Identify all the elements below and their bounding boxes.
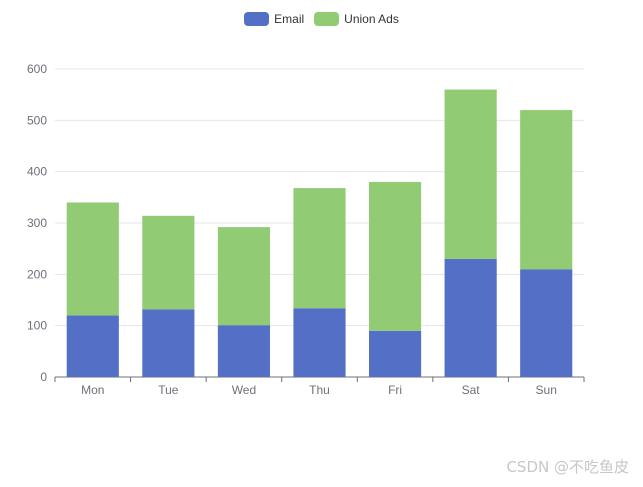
legend-label-union-ads: Union Ads xyxy=(344,12,399,26)
bar-email-tue xyxy=(142,309,195,377)
bar-email-fri xyxy=(368,330,422,377)
x-tick-label-mon: Mon xyxy=(81,383,104,397)
y-tick-label-300: 300 xyxy=(27,216,47,230)
watermark: CSDN @不吃鱼皮 xyxy=(506,458,629,476)
bar-union-ads-sun xyxy=(520,110,573,270)
bar-union-ads-thu xyxy=(293,188,346,309)
bar-email-wed xyxy=(217,325,271,377)
y-tick-label-400: 400 xyxy=(27,165,47,179)
x-tick-label-sun: Sun xyxy=(536,383,557,397)
bar-union-ads-sat xyxy=(444,89,497,259)
y-tick-label-100: 100 xyxy=(27,319,47,333)
x-tick-label-fri: Fri xyxy=(388,383,402,397)
bar-union-ads-tue xyxy=(142,215,195,310)
x-tick-label-thu: Thu xyxy=(309,383,330,397)
x-tick-label-wed: Wed xyxy=(232,383,256,397)
x-tick-label-tue: Tue xyxy=(158,383,179,397)
bar-email-sun xyxy=(520,269,573,377)
y-tick-label-200: 200 xyxy=(27,267,47,281)
y-tick-label-500: 500 xyxy=(27,113,47,127)
y-tick-label-0: 0 xyxy=(40,370,47,384)
bar-email-sat xyxy=(444,258,497,377)
bar-email-thu xyxy=(293,308,346,377)
x-tick-label-sat: Sat xyxy=(462,383,481,397)
legend-item-union-ads[interactable]: Union Ads xyxy=(314,12,399,26)
legend-swatch-email xyxy=(244,12,270,26)
legend-item-email[interactable]: Email xyxy=(244,12,304,26)
legend-swatch-union-ads xyxy=(314,12,340,26)
legend: Email Union Ads xyxy=(0,12,643,26)
bar-union-ads-fri xyxy=(368,181,422,331)
bar-union-ads-mon xyxy=(66,202,119,316)
y-tick-label-600: 600 xyxy=(27,62,47,76)
bar-email-mon xyxy=(66,315,119,377)
legend-label-email: Email xyxy=(274,12,305,26)
bar-union-ads-wed xyxy=(217,227,271,326)
